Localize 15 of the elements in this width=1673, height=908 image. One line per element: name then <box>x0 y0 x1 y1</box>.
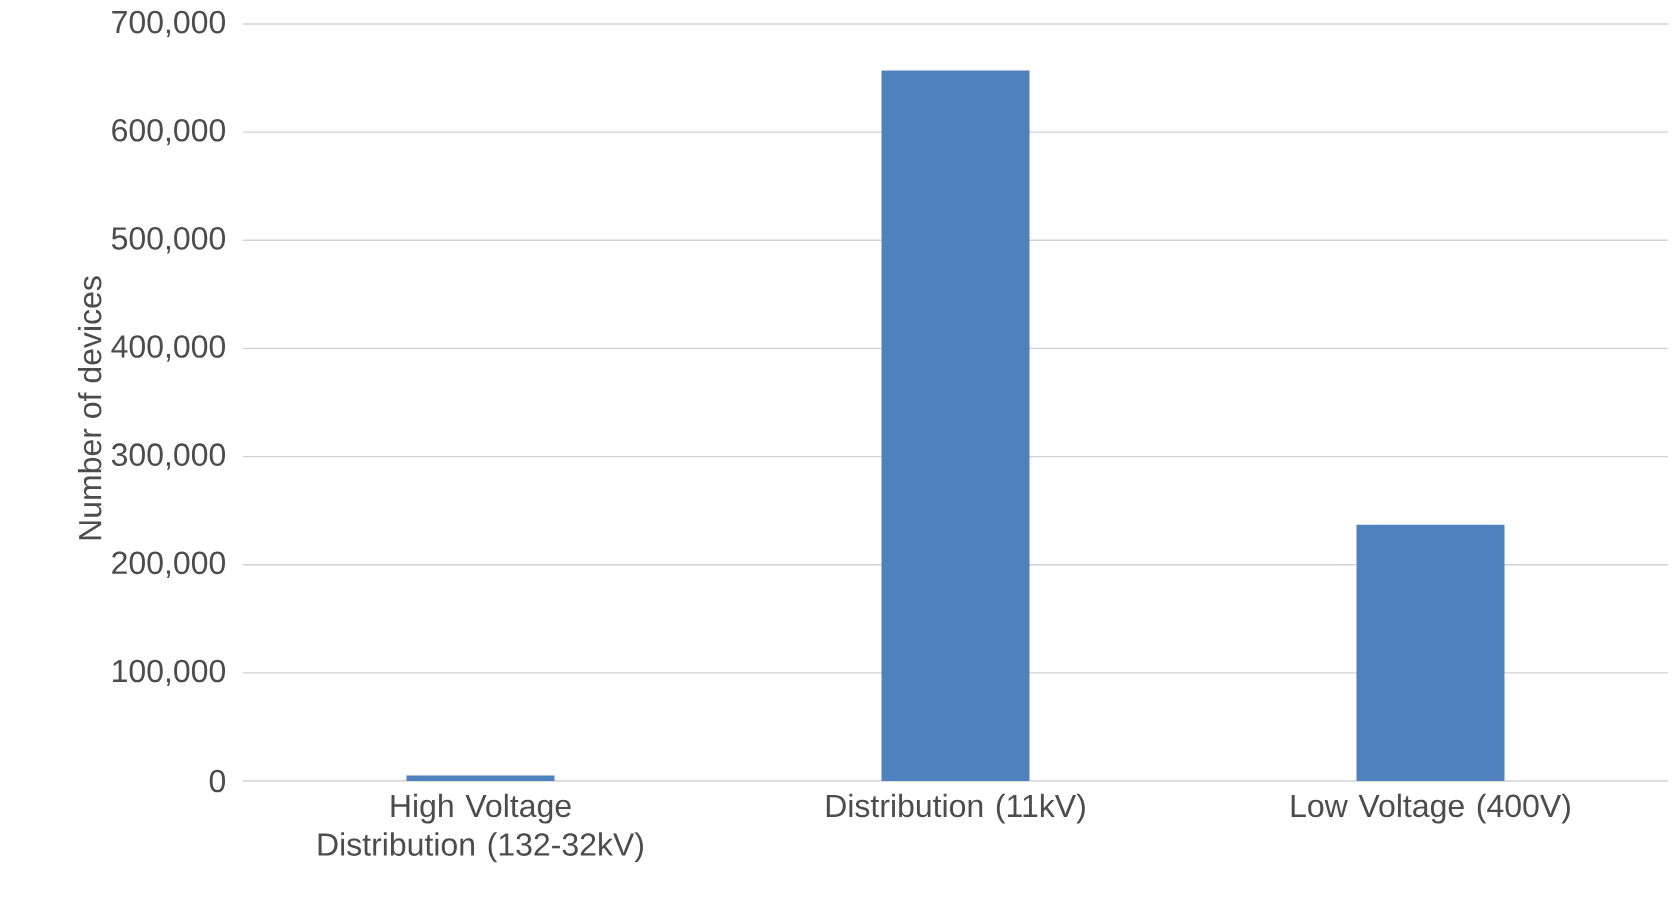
x-tick-label: High Voltage Distribution (132-32kV) <box>318 793 643 863</box>
y-tick-label: 400,000 <box>111 335 226 362</box>
bar <box>1356 524 1505 781</box>
y-tick-label: 0 <box>209 769 226 793</box>
y-tick-label: 700,000 <box>112 10 226 38</box>
y-axis-title: Number of devices <box>77 276 102 540</box>
bar <box>881 70 1030 781</box>
x-tick-label: Distribution (11kV) <box>826 793 1085 824</box>
bar <box>406 775 555 781</box>
y-tick-label: 300,000 <box>111 443 226 470</box>
x-tick-label: Low Voltage (400V) <box>1291 793 1570 824</box>
y-tick-label: 500,000 <box>111 227 226 254</box>
y-tick-label: 200,000 <box>112 551 226 578</box>
y-tick-label: 600,000 <box>112 118 226 146</box>
y-tick-label: 100,000 <box>113 659 226 687</box>
